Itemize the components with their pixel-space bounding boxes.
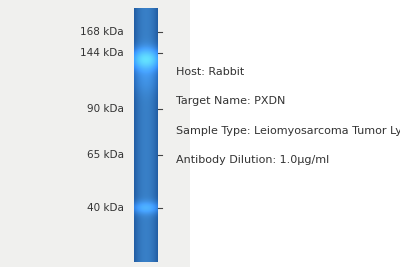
- Text: Antibody Dilution: 1.0µg/ml: Antibody Dilution: 1.0µg/ml: [176, 155, 329, 165]
- Text: 144 kDa: 144 kDa: [80, 48, 124, 58]
- Text: 40 kDa: 40 kDa: [87, 203, 124, 213]
- Text: 65 kDa: 65 kDa: [87, 150, 124, 160]
- Text: Target Name: PXDN: Target Name: PXDN: [176, 96, 285, 107]
- Text: Host: Rabbit: Host: Rabbit: [176, 67, 244, 77]
- Text: 168 kDa: 168 kDa: [80, 27, 124, 37]
- Bar: [0, 0, 190, 267]
- Text: 90 kDa: 90 kDa: [87, 104, 124, 115]
- Text: Sample Type: Leiomyosarcoma Tumor Lysate: Sample Type: Leiomyosarcoma Tumor Lysate: [176, 126, 400, 136]
